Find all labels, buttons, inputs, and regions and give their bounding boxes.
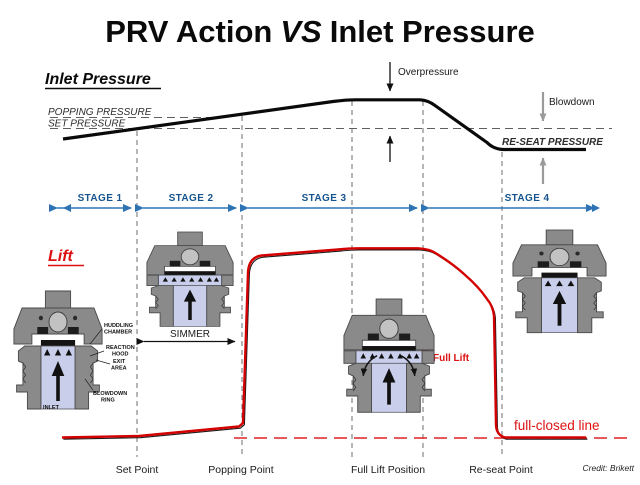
- blowdown-ring-label-2: RING: [101, 398, 115, 404]
- popping-pressure-label: POPPING PRESSURE: [48, 107, 152, 118]
- stage-labels: STAGE 1 STAGE 2 STAGE 3 STAGE 4: [78, 193, 550, 204]
- axis-labels: Set Point Popping Point Full Lift Positi…: [116, 463, 635, 476]
- simmer-label: SIMMER: [170, 329, 210, 340]
- blowdown-ring-label-1: BLOWDOWN: [93, 391, 127, 397]
- lift-curve: [61, 247, 586, 439]
- flow-arrow-right-icon: [400, 354, 418, 377]
- set-point-label: Set Point: [116, 464, 159, 476]
- huddling-chamber-label-2: CHAMBER: [104, 330, 132, 336]
- valve1-inlet-label: INLET: [43, 405, 60, 411]
- stage4-label: STAGE 4: [505, 193, 550, 204]
- valve-diagram-stage3: [342, 297, 436, 415]
- huddling-chamber-label-1: HUDDLING: [104, 323, 133, 329]
- reseat-pressure-label: RE-SEAT PRESSURE: [502, 137, 603, 148]
- stage1-label: STAGE 1: [78, 193, 123, 204]
- inlet-pressure-curve: [62, 98, 586, 152]
- full-lift-position-label: Full Lift Position: [351, 464, 425, 476]
- title-part2: Inlet Pressure: [330, 14, 535, 49]
- reseat-point-label: Re-seat Point: [469, 464, 533, 476]
- lift-heading: Lift: [48, 248, 74, 265]
- title-vs: VS: [280, 14, 322, 49]
- overpressure-label: Overpressure: [398, 67, 459, 78]
- vertical-guides: [136, 101, 503, 457]
- inlet-pressure-heading: Inlet Pressure: [45, 71, 151, 88]
- valve-diagram-stage2: [145, 230, 235, 329]
- credit-label: Credit: Brikett: [583, 463, 635, 473]
- set-pressure-label: SET PRESSURE: [48, 119, 126, 130]
- exit-area-label-2: AREA: [111, 366, 127, 372]
- valve1-callouts: HUDDLING CHAMBER REACTION HOOD EXIT AREA…: [84, 323, 135, 404]
- full-lift-label: Full Lift: [433, 353, 470, 364]
- page-title: PRV Action VS Inlet Pressure: [105, 14, 535, 49]
- valve-diagram-stage4: [511, 228, 608, 335]
- blowdown-label: Blowdown: [549, 97, 595, 108]
- stage1-extra-chevron-icon: [63, 204, 71, 212]
- stage2-label: STAGE 2: [169, 193, 214, 204]
- reaction-hood-label-1: REACTION: [106, 345, 135, 351]
- inlet-pressure-section: Inlet Pressure POPPING PRESSURE SET PRES…: [45, 62, 612, 184]
- flow-arrow-left-icon: [360, 354, 378, 377]
- exit-area-label-1: EXIT: [113, 359, 126, 365]
- valve-diagram-stage1: [11, 289, 105, 411]
- title-part1: PRV Action: [105, 14, 272, 49]
- stage3-label: STAGE 3: [302, 193, 347, 204]
- stage-row: [49, 204, 600, 212]
- lift-curve-shadow: [63, 249, 588, 440]
- reaction-hood-label-2: HOOD: [112, 352, 129, 358]
- stage4-extra-chevron-icon: [592, 204, 600, 212]
- popping-point-label: Popping Point: [208, 464, 273, 476]
- full-closed-label: full-closed line: [514, 418, 600, 433]
